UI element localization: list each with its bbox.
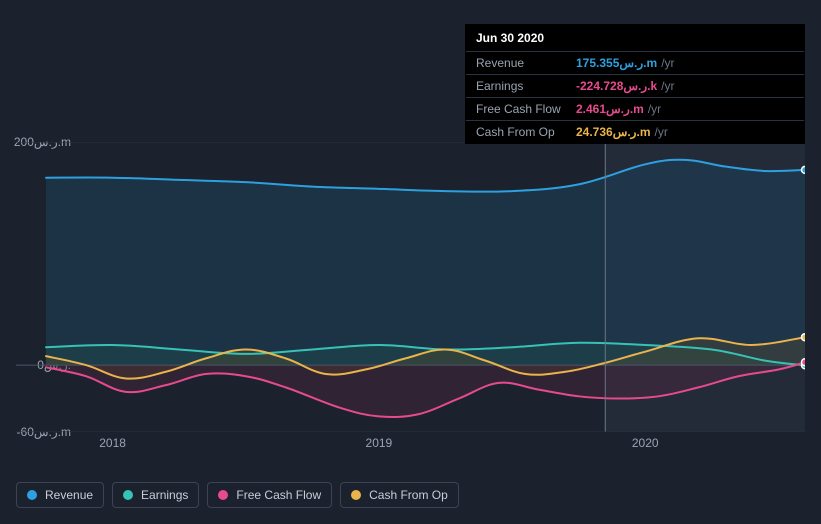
legend-item-cash_from_op[interactable]: Cash From Op bbox=[340, 482, 459, 508]
series-endpoint-cash_from_op bbox=[802, 334, 806, 341]
tooltip-row-unit: /yr bbox=[661, 79, 674, 93]
tooltip-row-unit: /yr bbox=[655, 125, 668, 139]
tooltip-row-label: Earnings bbox=[476, 79, 576, 93]
chart-tooltip: Jun 30 2020 Revenue175.355ر.س.m /yrEarni… bbox=[465, 24, 805, 144]
tooltip-row-value: 2.461ر.س.m bbox=[576, 102, 644, 116]
tooltip-row-label: Cash From Op bbox=[476, 125, 576, 139]
plot-area[interactable] bbox=[16, 142, 805, 432]
chart-legend: Revenue Earnings Free Cash Flow Cash From O… bbox=[16, 482, 459, 508]
legend-label: Free Cash Flow bbox=[236, 488, 321, 502]
tooltip-row-unit: /yr bbox=[648, 102, 661, 116]
legend-label: Revenue bbox=[45, 488, 93, 502]
tooltip-row-unit: /yr bbox=[661, 56, 674, 70]
legend-swatch bbox=[218, 490, 228, 500]
legend-label: Cash From Op bbox=[369, 488, 448, 502]
legend-item-revenue[interactable]: Revenue bbox=[16, 482, 104, 508]
legend-swatch bbox=[123, 490, 133, 500]
legend-item-earnings[interactable]: Earnings bbox=[112, 482, 199, 508]
tooltip-row-value: -224.728ر.س.k bbox=[576, 79, 657, 93]
legend-label: Earnings bbox=[141, 488, 188, 502]
tooltip-row: Free Cash Flow2.461ر.س.m /yr bbox=[466, 98, 804, 121]
tooltip-date: Jun 30 2020 bbox=[466, 25, 804, 52]
series-endpoint-fcf bbox=[802, 359, 806, 366]
tooltip-row: Earnings-224.728ر.س.k /yr bbox=[466, 75, 804, 98]
x-axis-label: 2019 bbox=[366, 436, 393, 450]
legend-item-fcf[interactable]: Free Cash Flow bbox=[207, 482, 332, 508]
x-axis: 2018 2019 2020 bbox=[16, 436, 805, 454]
tooltip-row-label: Free Cash Flow bbox=[476, 102, 576, 116]
earnings-revenue-chart[interactable]: Past 200ر.س.m0ر.س.-60ر.س.m 201820192020 bbox=[16, 120, 805, 454]
tooltip-row-label: Revenue bbox=[476, 56, 576, 70]
legend-swatch bbox=[27, 490, 37, 500]
legend-swatch bbox=[351, 490, 361, 500]
x-axis-label: 2018 bbox=[99, 436, 126, 450]
tooltip-row-value: 175.355ر.س.m bbox=[576, 56, 657, 70]
series-endpoint-revenue bbox=[802, 166, 806, 173]
x-axis-label: 2020 bbox=[632, 436, 659, 450]
tooltip-row-value: 24.736ر.س.m bbox=[576, 125, 651, 139]
tooltip-row: Revenue175.355ر.س.m /yr bbox=[466, 52, 804, 75]
tooltip-row: Cash From Op24.736ر.س.m /yr bbox=[466, 121, 804, 143]
